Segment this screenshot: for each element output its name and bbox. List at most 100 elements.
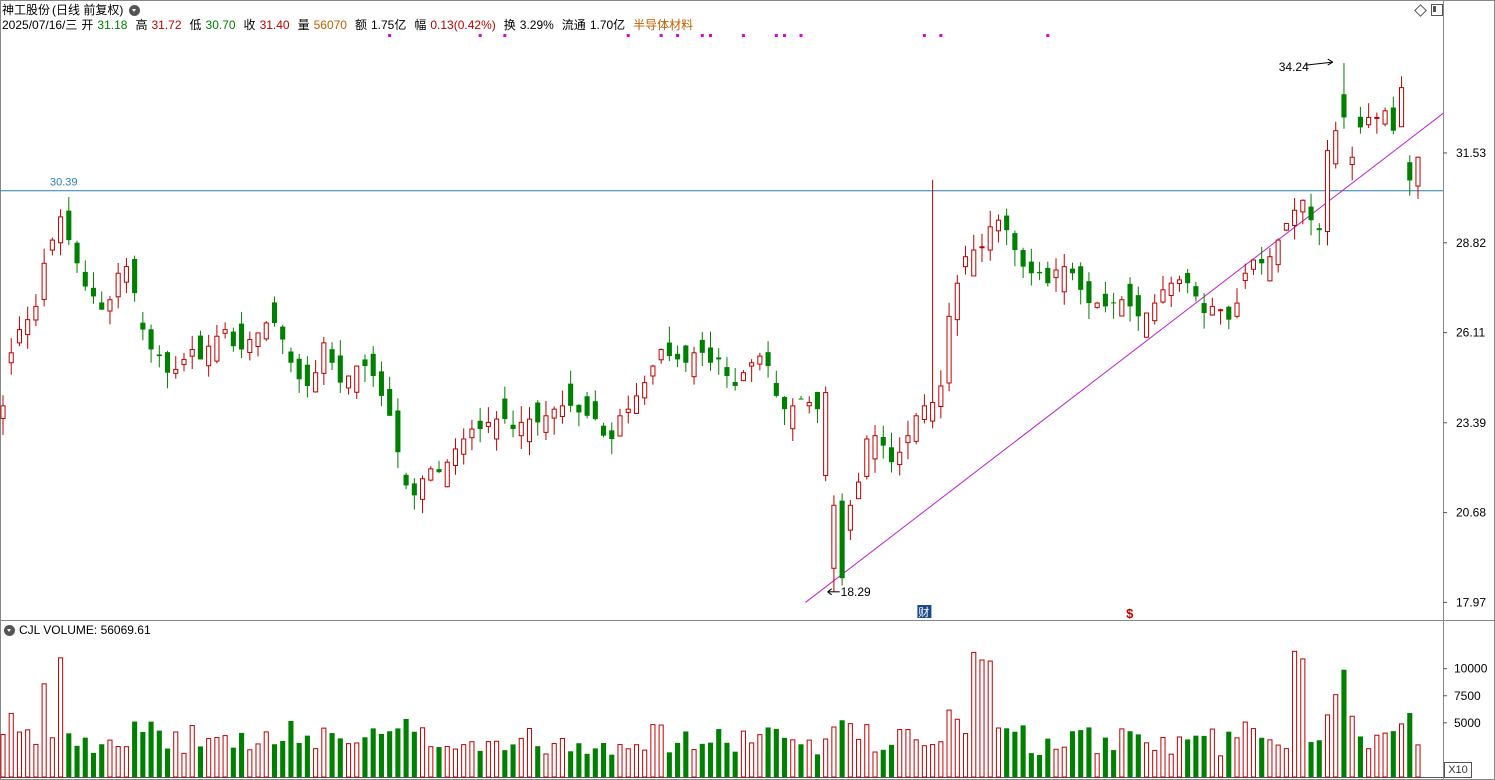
volume-bar-down	[814, 754, 820, 777]
volume-bar-down	[436, 747, 442, 777]
event-dot	[700, 34, 704, 37]
candle-body-up	[559, 405, 565, 417]
candle-body-down	[675, 353, 681, 360]
volume-bar-down	[683, 731, 689, 777]
event-dot	[799, 34, 803, 37]
candle-body-up	[263, 322, 269, 340]
volume-bar-up	[691, 749, 697, 778]
sector-tag[interactable]: 半导体材料	[633, 18, 694, 32]
volume-bar-up	[872, 751, 878, 778]
candle-body-up	[1168, 282, 1174, 296]
volume-bar-up	[263, 731, 269, 778]
candle-body-up	[354, 365, 360, 393]
candle-body-down	[765, 352, 771, 367]
candle-body-down	[1012, 233, 1018, 251]
volume-bar-up	[1160, 737, 1166, 778]
volume-bar-up	[962, 733, 969, 778]
candle-body-down	[378, 371, 384, 396]
volume-bar-up	[740, 730, 746, 778]
candle-body-up	[1275, 239, 1281, 266]
volume-bar-up	[1053, 748, 1059, 778]
candle-body-up	[691, 352, 697, 378]
volume-bar-up	[633, 744, 640, 778]
chart-period: (日线 前复权)	[52, 3, 124, 17]
candle-body-up	[1209, 305, 1215, 316]
candle-body-up	[452, 448, 459, 467]
volume-bar-up	[345, 743, 352, 778]
candle-body-up	[1242, 272, 1248, 282]
volume-bar-down	[1201, 735, 1207, 777]
candle-body-down	[683, 345, 689, 363]
volume-bar-up	[847, 723, 853, 778]
volume-bar-up	[1242, 721, 1248, 778]
volume-bar-down	[510, 744, 516, 777]
financial-report-marker: 财	[918, 605, 929, 619]
candle-body-up	[1218, 309, 1224, 312]
candle-body-up	[255, 332, 261, 348]
candle-body-down	[74, 242, 80, 264]
candle-body-down	[1004, 215, 1010, 231]
candle-body-down	[1037, 271, 1043, 274]
change-value: 0.13(0.42%)	[430, 18, 496, 32]
volume-bar-down	[387, 731, 393, 777]
volume-bar-up	[971, 651, 977, 778]
candle-body-down	[82, 271, 88, 287]
volume-bar-up	[222, 735, 228, 778]
candle-body-up	[428, 468, 434, 481]
candle-body-down	[773, 382, 779, 396]
volume-bar-up	[1415, 744, 1421, 778]
event-dot	[388, 34, 392, 37]
candle-body-up	[123, 266, 129, 283]
candle-body-down	[1357, 116, 1363, 128]
candle-body-up	[0, 405, 6, 419]
price-axis-label: 31.53	[1456, 146, 1486, 160]
volume-bar-up	[905, 728, 911, 778]
price-axis-label: 26.11	[1456, 326, 1485, 340]
float-label: 流通	[561, 18, 586, 32]
candle-body-down	[197, 335, 203, 360]
candle-body-up	[189, 348, 195, 357]
candle-body-up	[930, 402, 936, 422]
price-axis-label: 20.68	[1456, 506, 1486, 520]
indicator-dropdown-icon[interactable]	[4, 624, 15, 636]
volume-bar-up	[428, 746, 434, 778]
candle-body-down	[1308, 206, 1314, 221]
candle-body-up	[214, 335, 220, 362]
panel-toggle-icon[interactable]	[1431, 4, 1443, 16]
event-dot	[478, 34, 482, 37]
event-dot	[1046, 34, 1050, 37]
candle-body-up	[642, 382, 648, 399]
volume-bar-down	[839, 720, 845, 777]
float-value: 1.70亿	[589, 18, 626, 32]
candle-body-down	[1078, 266, 1084, 290]
stock-name: 神工股份	[2, 3, 51, 17]
candle-body-up	[946, 315, 952, 384]
candle-body-up	[181, 358, 187, 365]
volume-bar-up	[1209, 728, 1215, 778]
volume-bar-up	[831, 726, 837, 778]
volume-bar-up	[617, 744, 623, 778]
volume-bar-down	[1012, 731, 1018, 777]
volume-bar-up	[1292, 650, 1298, 778]
turnover-value: 3.29%	[519, 18, 554, 32]
period-dropdown-icon[interactable]	[129, 5, 141, 16]
volume-bar-down	[1390, 731, 1396, 777]
event-dot	[709, 34, 712, 37]
volume-bar-down	[1028, 753, 1034, 777]
candle-body-up	[913, 415, 919, 442]
volume-bar-up	[115, 746, 121, 778]
volume-bar-up	[1061, 746, 1067, 778]
event-dot	[503, 34, 507, 37]
volume-bar-down	[132, 721, 138, 777]
volume-bar-up	[642, 749, 648, 778]
volume-bar-up	[16, 731, 23, 778]
candle-body-up	[1160, 289, 1166, 303]
zoom-x10-button[interactable]: X10	[1444, 762, 1472, 778]
candle-body-up	[831, 504, 837, 569]
candle-body-down	[1341, 94, 1347, 118]
resistance-line-label: 30.39	[50, 177, 78, 189]
volume-bar-up	[41, 683, 47, 778]
candle-body-down	[411, 483, 417, 496]
candle-body-up	[8, 352, 14, 364]
